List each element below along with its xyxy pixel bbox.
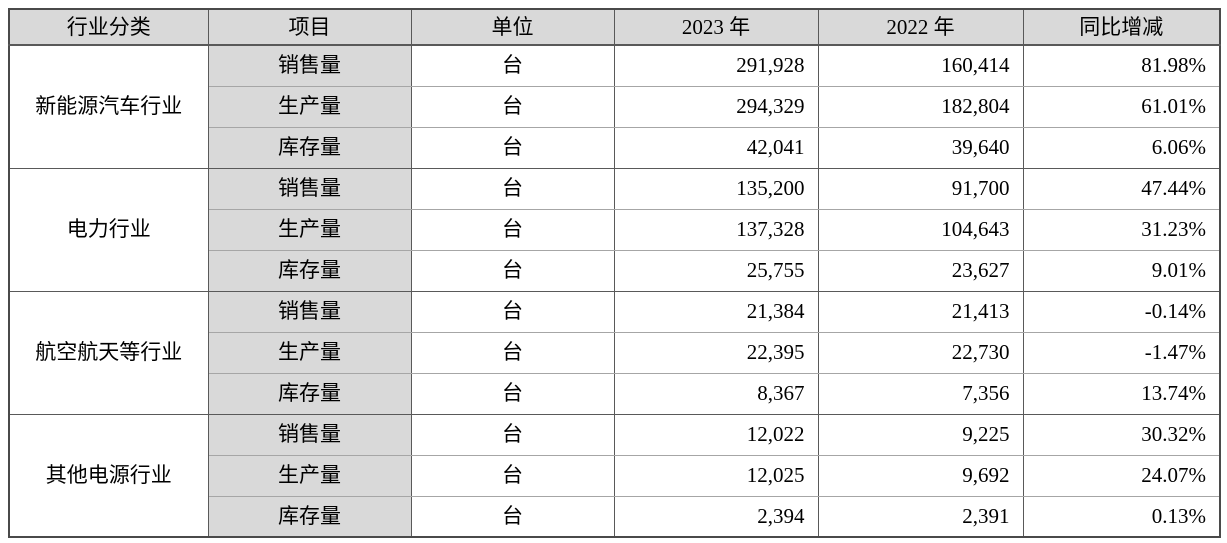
table-row: 电力行业 销售量台 135,200 91,700 47.44% (8, 168, 1221, 292)
item-cell: 销售量 (207, 45, 412, 87)
value-2023-cell: 12,025 (613, 455, 819, 497)
value-2022-cell: 182,804 (817, 86, 1024, 128)
item-cell: 生产量 (207, 209, 412, 251)
header-year-2023: 2023 年 (613, 9, 819, 46)
yoy-change-cell: 30.32% (1022, 414, 1221, 456)
value-2022-cell: 9,225 (817, 414, 1024, 456)
yoy-change-cell: 6.06% (1022, 127, 1221, 169)
value-2022-cell: 23,627 (817, 250, 1024, 292)
value-2023-cell: 8,367 (613, 373, 819, 415)
value-2023-cell: 42,041 (613, 127, 819, 169)
industry-cell: 其他电源行业 (8, 414, 209, 538)
item-cell: 生产量 (207, 455, 412, 497)
value-2023-cell: 25,755 (613, 250, 819, 292)
item-cell: 生产量 (207, 86, 412, 128)
industry-cell: 电力行业 (8, 168, 209, 292)
unit-cell: 台 (410, 332, 615, 374)
unit-cell: 台 (410, 45, 615, 87)
table-row: 航空航天等行业 销售量台 21,384 21,413 -0.14% (8, 291, 1221, 415)
unit-cell: 台 (410, 414, 615, 456)
unit-cell: 台 (410, 496, 615, 538)
value-2022-cell: 160,414 (817, 45, 1024, 87)
item-cell: 销售量 (207, 291, 412, 333)
header-item: 项目 (207, 9, 412, 46)
item-cell: 生产量 (207, 332, 412, 374)
yoy-change-cell: 0.13% (1022, 496, 1221, 538)
yoy-change-cell: -1.47% (1022, 332, 1221, 374)
industry-cell: 新能源汽车行业 (8, 45, 209, 169)
unit-cell: 台 (410, 168, 615, 210)
value-2022-cell: 7,356 (817, 373, 1024, 415)
value-2022-cell: 39,640 (817, 127, 1024, 169)
table-row: 生产量台 137,328 104,643 31.23% (9, 209, 1221, 251)
header-year-2022: 2022 年 (817, 9, 1024, 46)
industry-production-sales-table: 行业分类 项目 单位 2023 年 2022 年 同比增减 新能源汽车行业 销售量… (8, 8, 1221, 538)
industry-cell: 航空航天等行业 (8, 291, 209, 415)
unit-cell: 台 (410, 86, 615, 128)
table-row: 库存量台 42,041 39,640 6.06% (9, 127, 1221, 169)
item-cell: 库存量 (207, 496, 412, 538)
value-2022-cell: 2,391 (817, 496, 1024, 538)
header-yoy-change: 同比增减 (1022, 9, 1221, 46)
value-2022-cell: 104,643 (817, 209, 1024, 251)
value-2023-cell: 294,329 (613, 86, 819, 128)
table-row: 新能源汽车行业 销售量台 291,928 160,414 81.98% (8, 45, 1221, 169)
yoy-change-cell: 47.44% (1022, 168, 1221, 210)
unit-cell: 台 (410, 291, 615, 333)
unit-cell: 台 (410, 209, 615, 251)
header-unit: 单位 (410, 9, 615, 46)
table-row: 生产量台 12,025 9,692 24.07% (9, 455, 1221, 497)
yoy-change-cell: -0.14% (1022, 291, 1221, 333)
table-row: 生产量台 294,329 182,804 61.01% (9, 86, 1221, 128)
table-row: 库存量台 8,367 7,356 13.74% (9, 373, 1221, 415)
yoy-change-cell: 13.74% (1022, 373, 1221, 415)
unit-cell: 台 (410, 127, 615, 169)
yoy-change-cell: 31.23% (1022, 209, 1221, 251)
value-2023-cell: 2,394 (613, 496, 819, 538)
unit-cell: 台 (410, 373, 615, 415)
yoy-change-cell: 24.07% (1022, 455, 1221, 497)
table-row: 生产量台 22,395 22,730 -1.47% (9, 332, 1221, 374)
item-cell: 销售量 (207, 414, 412, 456)
value-2022-cell: 21,413 (817, 291, 1024, 333)
yoy-change-cell: 9.01% (1022, 250, 1221, 292)
value-2023-cell: 137,328 (613, 209, 819, 251)
value-2022-cell: 22,730 (817, 332, 1024, 374)
unit-cell: 台 (410, 455, 615, 497)
value-2023-cell: 135,200 (613, 168, 819, 210)
value-2022-cell: 9,692 (817, 455, 1024, 497)
unit-cell: 台 (410, 250, 615, 292)
value-2022-cell: 91,700 (817, 168, 1024, 210)
header-row: 行业分类 项目 单位 2023 年 2022 年 同比增减 (8, 9, 1221, 46)
item-cell: 库存量 (207, 373, 412, 415)
table-row: 其他电源行业 销售量台 12,022 9,225 30.32% (8, 414, 1221, 538)
item-cell: 库存量 (207, 127, 412, 169)
item-cell: 库存量 (207, 250, 412, 292)
table-row: 库存量台 25,755 23,627 9.01% (9, 250, 1221, 292)
yoy-change-cell: 61.01% (1022, 86, 1221, 128)
value-2023-cell: 291,928 (613, 45, 819, 87)
item-cell: 销售量 (207, 168, 412, 210)
header-industry-category: 行业分类 (8, 9, 209, 46)
value-2023-cell: 12,022 (613, 414, 819, 456)
table-row: 库存量台 2,394 2,391 0.13% (9, 496, 1221, 538)
yoy-change-cell: 81.98% (1022, 45, 1221, 87)
value-2023-cell: 21,384 (613, 291, 819, 333)
value-2023-cell: 22,395 (613, 332, 819, 374)
